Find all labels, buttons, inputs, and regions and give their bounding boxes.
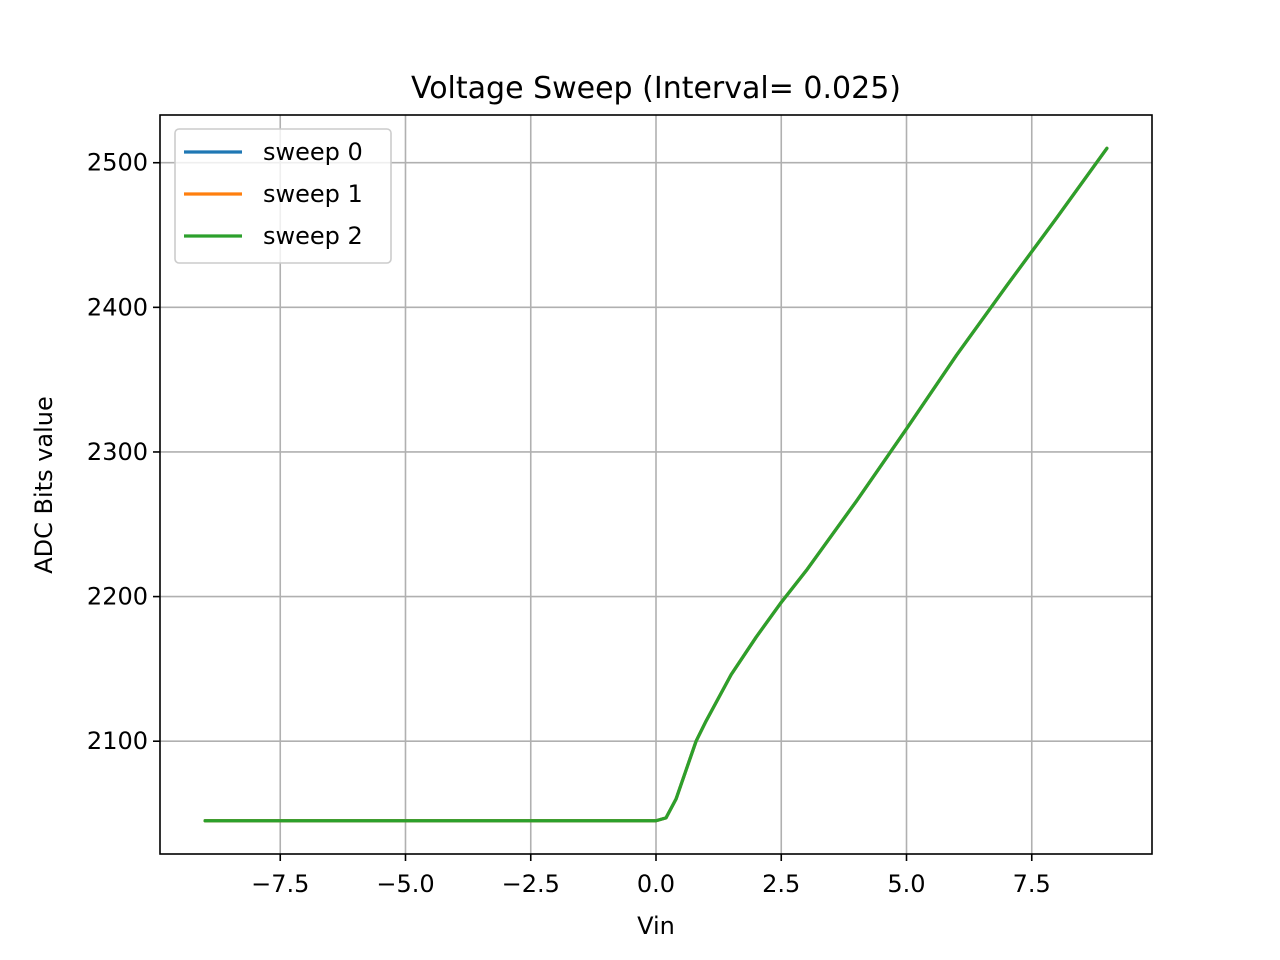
x-tick-label: 5.0 (887, 870, 925, 898)
legend-box (174, 128, 392, 264)
legend: sweep 0 sweep 1 sweep 2 (174, 128, 392, 264)
x-tick-label: 2.5 (762, 870, 800, 898)
x-axis-ticks: −7.5 −5.0 −2.5 0.0 2.5 5.0 7.5 (251, 854, 1051, 898)
y-tick-label: 2100 (87, 727, 148, 755)
legend-label-sweep-2: sweep 2 (263, 222, 363, 250)
y-tick-label: 2200 (87, 583, 148, 611)
x-tick-label: −2.5 (502, 870, 560, 898)
x-tick-label: −5.0 (376, 870, 434, 898)
legend-label-sweep-0: sweep 0 (263, 138, 363, 166)
y-tick-label: 2400 (87, 293, 148, 321)
x-tick-label: −7.5 (251, 870, 309, 898)
legend-label-sweep-1: sweep 1 (263, 180, 363, 208)
grid (160, 115, 1152, 854)
y-tick-label: 2500 (87, 149, 148, 177)
x-axis-label: Vin (637, 912, 675, 940)
series-lines (203, 146, 1109, 823)
series-line-sweep-2 (203, 146, 1109, 823)
y-axis-label: ADC Bits value (30, 396, 58, 574)
x-tick-label: 0.0 (637, 870, 675, 898)
y-axis-ticks: 2100 2200 2300 2400 2500 (87, 149, 160, 755)
x-tick-label: 7.5 (1013, 870, 1051, 898)
chart-title: Voltage Sweep (Interval= 0.025) (411, 71, 901, 106)
y-tick-label: 2300 (87, 438, 148, 466)
